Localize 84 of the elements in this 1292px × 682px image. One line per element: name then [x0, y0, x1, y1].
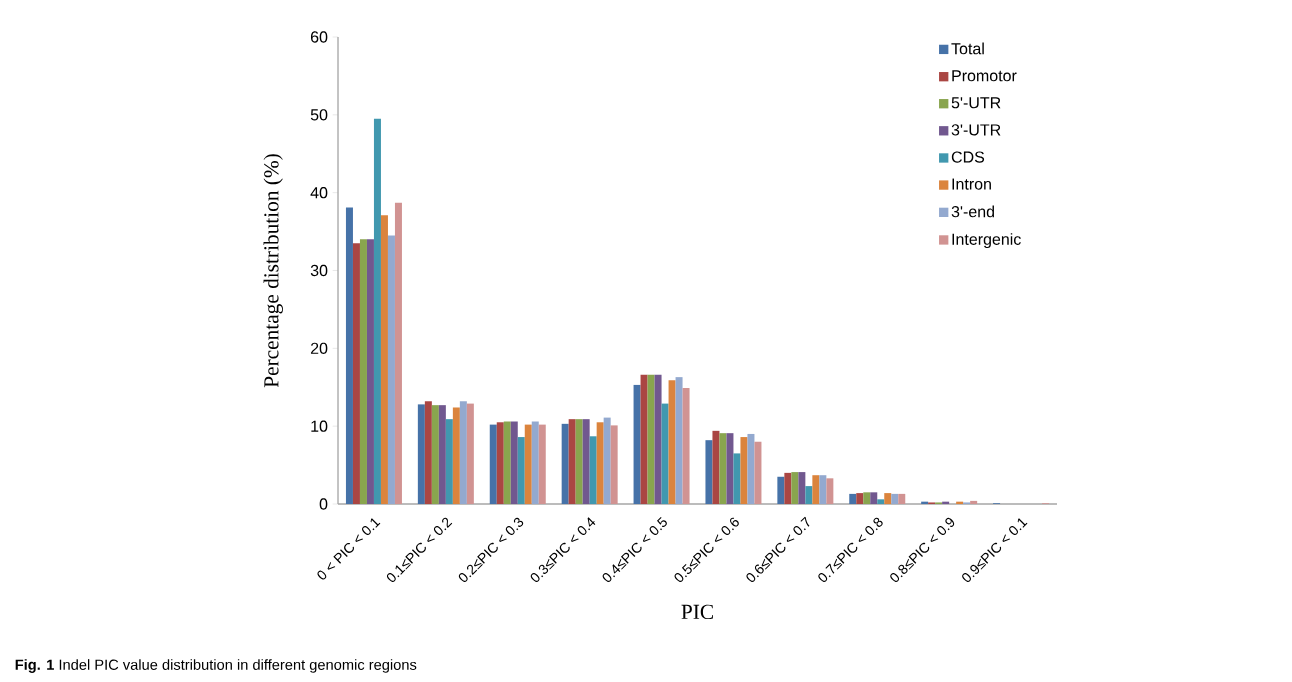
legend-label: 5'-UTR [951, 97, 1001, 109]
legend-label: Total [951, 42, 984, 55]
bar [517, 437, 525, 504]
bar [538, 424, 546, 504]
legend-label: Intergenic [952, 233, 1021, 249]
bar [863, 492, 871, 504]
bar [452, 407, 460, 504]
bar [970, 500, 978, 504]
bar [812, 475, 820, 504]
bar [826, 478, 834, 504]
bar [466, 403, 474, 504]
bar [784, 472, 792, 504]
bar [747, 433, 755, 504]
bar [394, 202, 402, 504]
bar [675, 377, 683, 504]
bar [805, 486, 813, 504]
bar [898, 493, 906, 504]
bar [438, 405, 446, 504]
y-tick-label: 30 [310, 264, 328, 277]
bar [380, 215, 388, 504]
bar [640, 374, 648, 504]
bar [568, 419, 576, 504]
bar [705, 440, 713, 504]
bar [431, 405, 439, 504]
bar [459, 401, 467, 504]
bar [424, 401, 432, 504]
bar [610, 425, 618, 504]
bar [754, 441, 762, 504]
y-axis-title: Percentage distribution (%) [263, 154, 283, 388]
bar [359, 239, 367, 504]
bar [712, 430, 720, 504]
bar [503, 421, 511, 504]
y-tick-label: 10 [311, 420, 328, 432]
bar [733, 453, 741, 504]
bar [647, 374, 655, 504]
bar [510, 421, 518, 504]
bar [596, 422, 604, 504]
bar [877, 499, 885, 504]
bar [654, 374, 662, 504]
bar [849, 493, 857, 504]
legend-label: CDS [951, 151, 985, 163]
bar [777, 476, 785, 504]
y-tick-label: 0 [319, 498, 328, 510]
bar [682, 388, 690, 504]
text: Fig. 1 Indel PIC value distribution in different genomic regions [15, 659, 417, 673]
bar [417, 404, 425, 504]
bar [633, 384, 641, 504]
x-tick-label: 0 < PIC < 0.1 [317, 518, 381, 580]
bar [524, 424, 532, 504]
y-tick-label: 40 [310, 187, 328, 199]
bar [740, 437, 748, 504]
y-tick-label: 20 [310, 342, 328, 354]
bar [345, 207, 353, 504]
bar [719, 433, 727, 504]
bar [575, 419, 583, 504]
bar [496, 422, 504, 504]
bar [661, 403, 669, 504]
bar [668, 380, 676, 504]
bar [791, 472, 799, 504]
bar [798, 472, 806, 504]
bar [387, 235, 395, 504]
bar [366, 239, 374, 504]
bar [445, 419, 453, 504]
bar [352, 243, 360, 504]
bar [373, 118, 381, 504]
bar [856, 493, 864, 504]
bar [589, 436, 597, 504]
legend-label: 3'-end [951, 205, 994, 218]
bar [870, 492, 878, 504]
x-axis-title: PIC [681, 604, 713, 620]
legend-label: Intron [952, 178, 991, 190]
bar [531, 421, 539, 504]
legend-label: 3'-UTR [951, 124, 1001, 136]
bar [582, 419, 590, 504]
y-tick-label: 50 [310, 109, 328, 121]
legend-label: Promotor [952, 70, 1017, 82]
bar [726, 433, 734, 504]
bar [489, 424, 497, 504]
bar [561, 423, 569, 504]
bar [819, 475, 827, 504]
y-tick-label: 60 [310, 31, 328, 43]
bar [884, 493, 892, 504]
bar [603, 417, 611, 504]
bar [891, 493, 899, 504]
